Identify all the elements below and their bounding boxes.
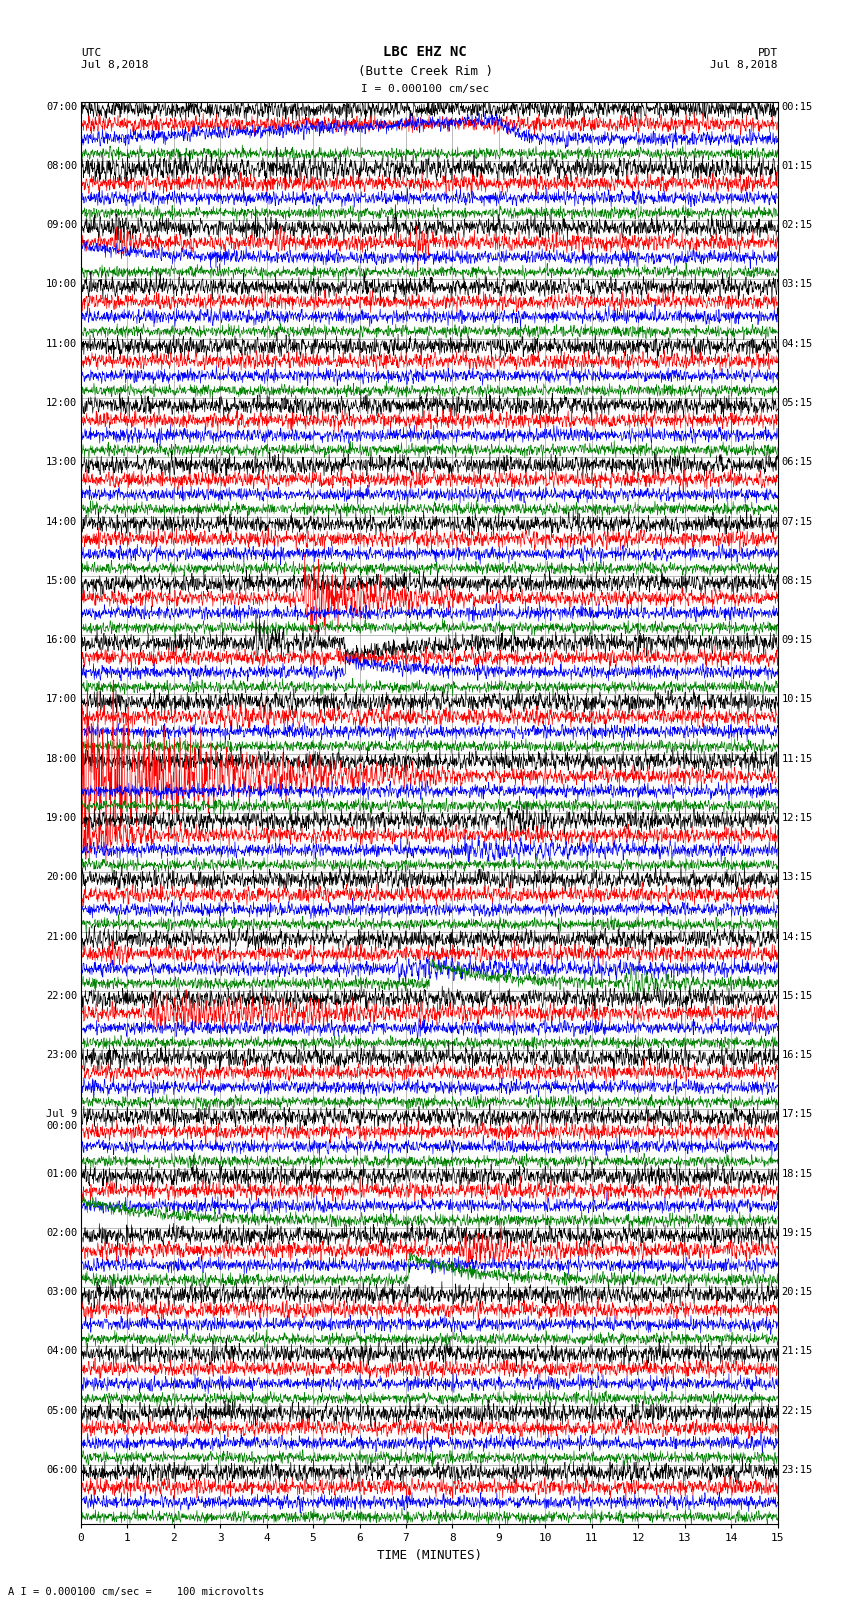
Text: 17:00: 17:00 xyxy=(46,694,77,705)
Text: 12:00: 12:00 xyxy=(46,398,77,408)
Text: PDT
Jul 8,2018: PDT Jul 8,2018 xyxy=(711,48,778,69)
Text: 15:15: 15:15 xyxy=(781,990,813,1000)
Text: 10:15: 10:15 xyxy=(781,694,813,705)
Text: 18:15: 18:15 xyxy=(781,1168,813,1179)
Text: 19:00: 19:00 xyxy=(46,813,77,823)
Text: 03:00: 03:00 xyxy=(46,1287,77,1297)
Text: Jul 9
00:00: Jul 9 00:00 xyxy=(46,1110,77,1131)
Text: 08:15: 08:15 xyxy=(781,576,813,586)
Text: 09:00: 09:00 xyxy=(46,221,77,231)
Text: 22:00: 22:00 xyxy=(46,990,77,1000)
Text: 19:15: 19:15 xyxy=(781,1227,813,1237)
Text: 23:15: 23:15 xyxy=(781,1465,813,1474)
Text: 12:15: 12:15 xyxy=(781,813,813,823)
Text: 01:00: 01:00 xyxy=(46,1168,77,1179)
Text: 23:00: 23:00 xyxy=(46,1050,77,1060)
Text: 03:15: 03:15 xyxy=(781,279,813,289)
Text: 10:00: 10:00 xyxy=(46,279,77,289)
Text: 11:00: 11:00 xyxy=(46,339,77,348)
Text: 00:15: 00:15 xyxy=(781,102,813,111)
Text: 17:15: 17:15 xyxy=(781,1110,813,1119)
X-axis label: TIME (MINUTES): TIME (MINUTES) xyxy=(377,1548,482,1561)
Text: 22:15: 22:15 xyxy=(781,1405,813,1416)
Text: 07:15: 07:15 xyxy=(781,516,813,526)
Text: 14:00: 14:00 xyxy=(46,516,77,526)
Text: 06:00: 06:00 xyxy=(46,1465,77,1474)
Text: 16:15: 16:15 xyxy=(781,1050,813,1060)
Text: 16:00: 16:00 xyxy=(46,636,77,645)
Text: (Butte Creek Rim ): (Butte Creek Rim ) xyxy=(358,65,492,77)
Text: UTC
Jul 8,2018: UTC Jul 8,2018 xyxy=(81,48,148,69)
Text: I = 0.000100 cm/sec: I = 0.000100 cm/sec xyxy=(361,84,489,94)
Text: A I = 0.000100 cm/sec =    100 microvolts: A I = 0.000100 cm/sec = 100 microvolts xyxy=(8,1587,264,1597)
Text: 05:15: 05:15 xyxy=(781,398,813,408)
Text: 13:00: 13:00 xyxy=(46,458,77,468)
Text: 04:00: 04:00 xyxy=(46,1347,77,1357)
Text: 07:00: 07:00 xyxy=(46,102,77,111)
Text: 09:15: 09:15 xyxy=(781,636,813,645)
Text: 02:15: 02:15 xyxy=(781,221,813,231)
Text: 11:15: 11:15 xyxy=(781,753,813,763)
Text: 14:15: 14:15 xyxy=(781,931,813,942)
Text: 13:15: 13:15 xyxy=(781,873,813,882)
Text: 04:15: 04:15 xyxy=(781,339,813,348)
Text: 21:15: 21:15 xyxy=(781,1347,813,1357)
Text: 05:00: 05:00 xyxy=(46,1405,77,1416)
Text: 15:00: 15:00 xyxy=(46,576,77,586)
Text: 20:00: 20:00 xyxy=(46,873,77,882)
Text: 06:15: 06:15 xyxy=(781,458,813,468)
Text: 18:00: 18:00 xyxy=(46,753,77,763)
Text: 02:00: 02:00 xyxy=(46,1227,77,1237)
Text: LBC EHZ NC: LBC EHZ NC xyxy=(383,45,467,60)
Text: 08:00: 08:00 xyxy=(46,161,77,171)
Text: 01:15: 01:15 xyxy=(781,161,813,171)
Text: 20:15: 20:15 xyxy=(781,1287,813,1297)
Text: 21:00: 21:00 xyxy=(46,931,77,942)
